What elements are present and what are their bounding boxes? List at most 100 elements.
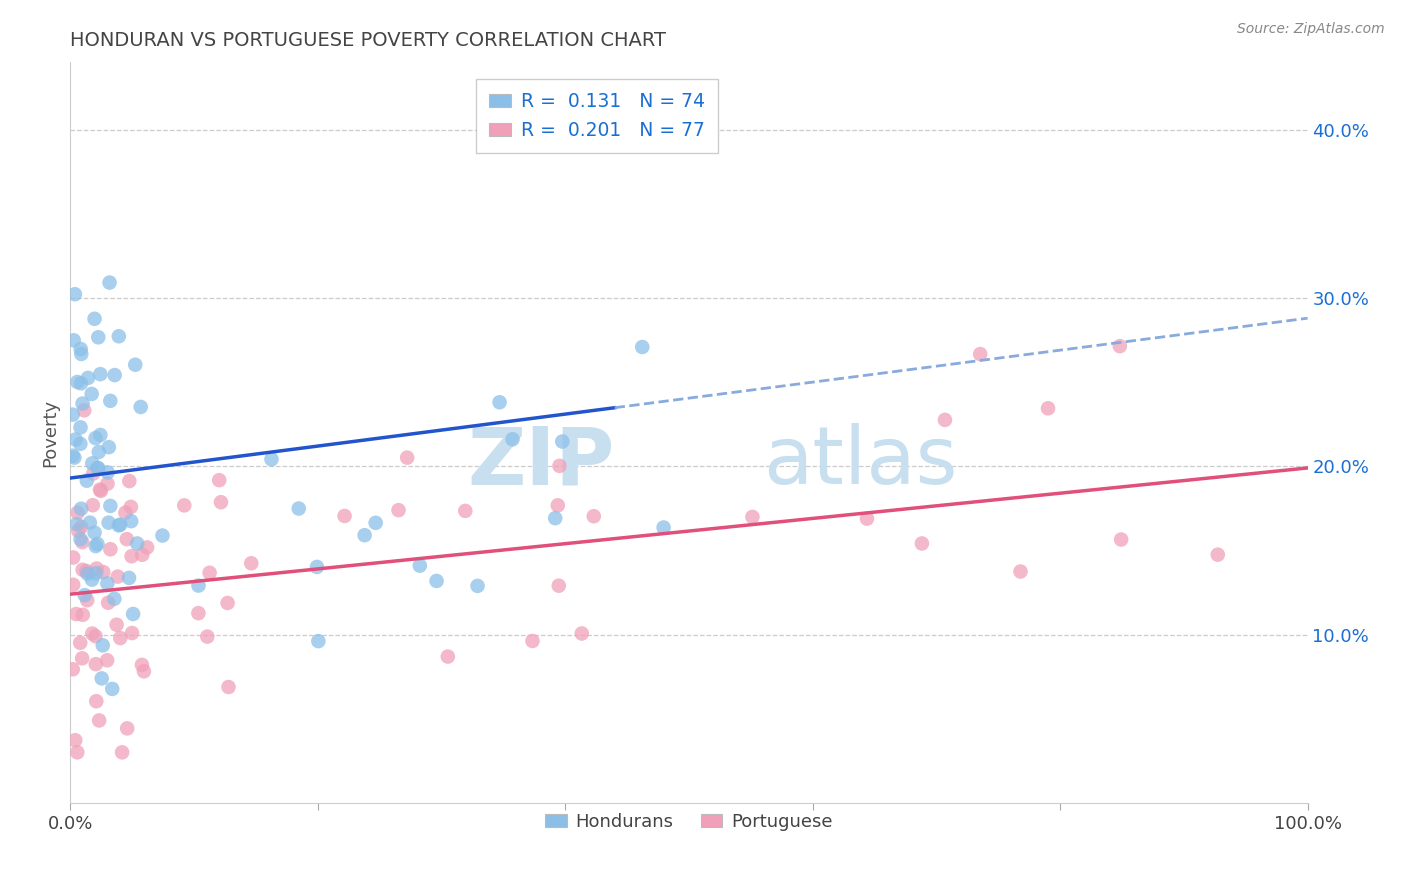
- Point: [173, 499, 195, 513]
- Point: [90, 672, 112, 686]
- Point: [66, 506, 89, 520]
- Point: [65, 433, 87, 447]
- Point: [63, 450, 86, 465]
- Point: [80, 387, 103, 401]
- Point: [87, 461, 110, 475]
- Point: [208, 473, 231, 487]
- Point: [409, 558, 432, 573]
- Point: [195, 630, 218, 644]
- Point: [70, 347, 93, 361]
- Y-axis label: Poverty: Poverty: [41, 399, 59, 467]
- Point: [98, 393, 121, 408]
- Point: [108, 329, 131, 343]
- Point: [91, 565, 114, 579]
- Point: [63, 287, 86, 301]
- Point: [84, 694, 107, 708]
- Point: [96, 476, 118, 491]
- Point: [131, 548, 153, 562]
- Point: [87, 330, 110, 344]
- Point: [115, 722, 138, 736]
- Point: [1036, 401, 1059, 416]
- Point: [73, 403, 96, 417]
- Point: [83, 525, 105, 540]
- Point: [89, 428, 111, 442]
- Text: Source: ZipAtlas.com: Source: ZipAtlas.com: [1237, 22, 1385, 37]
- Point: [198, 566, 221, 580]
- Point: [69, 342, 91, 356]
- Point: [79, 516, 101, 530]
- Point: [97, 596, 120, 610]
- Point: [82, 456, 104, 470]
- Point: [502, 432, 524, 446]
- Point: [120, 514, 142, 528]
- Point: [969, 347, 991, 361]
- Point: [115, 532, 138, 546]
- Point: [69, 420, 91, 434]
- Point: [84, 657, 107, 672]
- Point: [652, 520, 675, 534]
- Point: [69, 532, 91, 546]
- Point: [84, 539, 107, 553]
- Point: [522, 634, 544, 648]
- Point: [1108, 339, 1130, 353]
- Point: [62, 334, 84, 348]
- Point: [62, 408, 84, 422]
- Point: [62, 578, 84, 592]
- Point: [84, 566, 107, 581]
- Point: [90, 483, 112, 498]
- Point: [70, 651, 93, 665]
- Point: [305, 560, 328, 574]
- Point: [66, 517, 89, 532]
- Point: [209, 495, 232, 509]
- Point: [547, 499, 569, 513]
- Point: [89, 367, 111, 381]
- Point: [107, 569, 129, 583]
- Point: [100, 542, 122, 557]
- Point: [571, 626, 593, 640]
- Point: [97, 516, 120, 530]
- Point: [425, 574, 447, 588]
- Point: [129, 400, 152, 414]
- Point: [741, 510, 763, 524]
- Point: [547, 579, 569, 593]
- Point: [96, 653, 118, 667]
- Point: [548, 458, 571, 473]
- Point: [66, 745, 89, 759]
- Point: [333, 508, 356, 523]
- Point: [437, 649, 460, 664]
- Point: [218, 680, 240, 694]
- Point: [91, 638, 114, 652]
- Point: [396, 450, 419, 465]
- Point: [217, 596, 239, 610]
- Point: [467, 579, 489, 593]
- Legend: Hondurans, Portuguese: Hondurans, Portuguese: [537, 805, 841, 838]
- Point: [67, 524, 90, 538]
- Point: [127, 536, 149, 550]
- Point: [1109, 533, 1132, 547]
- Point: [364, 516, 387, 530]
- Point: [551, 434, 574, 449]
- Point: [488, 395, 510, 409]
- Point: [80, 573, 103, 587]
- Point: [70, 501, 93, 516]
- Point: [103, 591, 125, 606]
- Point: [76, 474, 98, 488]
- Point: [107, 518, 129, 533]
- Point: [82, 467, 104, 481]
- Point: [287, 501, 309, 516]
- Point: [353, 528, 375, 542]
- Point: [69, 437, 91, 451]
- Point: [111, 745, 134, 759]
- Point: [124, 358, 146, 372]
- Point: [65, 607, 87, 621]
- Point: [77, 371, 100, 385]
- Point: [240, 556, 263, 570]
- Point: [72, 563, 94, 577]
- Point: [105, 617, 128, 632]
- Point: [136, 541, 159, 555]
- Point: [454, 504, 477, 518]
- Point: [387, 503, 409, 517]
- Point: [101, 681, 124, 696]
- Point: [1206, 548, 1229, 562]
- Point: [62, 449, 84, 463]
